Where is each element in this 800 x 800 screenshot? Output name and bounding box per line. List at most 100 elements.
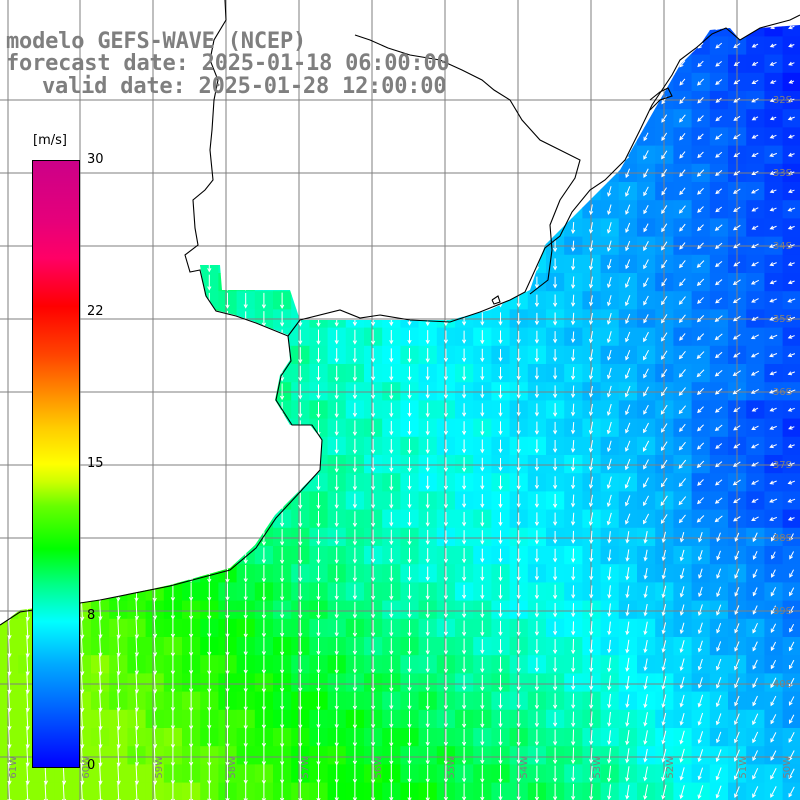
wind-arrow-icon: [607, 657, 612, 673]
wind-arrow-icon: [607, 186, 612, 197]
wind-arrow-icon: [316, 601, 321, 620]
wind-arrow-icon: [261, 582, 267, 602]
wind-arrow-icon: [461, 330, 467, 344]
wind-arrow-icon: [552, 566, 558, 581]
wind-arrow-icon: [750, 279, 760, 285]
wind-arrow-icon: [316, 655, 321, 674]
wind-arrow-icon: [534, 512, 540, 527]
wind-arrow-icon: [661, 748, 667, 763]
wind-arrow-icon: [116, 510, 121, 529]
wind-arrow-icon: [461, 221, 467, 235]
wind-arrow-icon: [25, 527, 30, 548]
wind-arrow-icon: [715, 749, 722, 763]
wind-arrow-icon: [170, 292, 176, 310]
wind-arrow-icon: [316, 366, 321, 382]
wind-arrow-icon: [607, 784, 612, 800]
wind-arrow-icon: [443, 511, 449, 527]
wind-arrow-icon: [570, 258, 576, 271]
wind-arrow-icon: [661, 314, 668, 324]
colorbar: [32, 160, 80, 768]
wind-arrow-icon: [79, 437, 85, 456]
wind-arrow-icon: [607, 730, 612, 745]
wind-arrow-icon: [643, 132, 649, 142]
wind-arrow-icon: [25, 327, 30, 347]
wind-arrow-icon: [516, 620, 521, 637]
wind-arrow-icon: [425, 457, 430, 472]
wind-arrow-icon: [679, 676, 685, 690]
wind-arrow-icon: [679, 586, 685, 598]
wind-arrow-icon: [98, 618, 103, 639]
wind-arrow-icon: [443, 566, 449, 582]
wind-arrow-icon: [134, 255, 139, 273]
wind-arrow-icon: [334, 148, 339, 162]
title-model: modelo GEFS-WAVE (NCEP): [6, 29, 307, 54]
wind-arrow-icon: [152, 709, 158, 730]
wind-arrow-icon: [589, 639, 594, 654]
wind-arrow-icon: [152, 456, 157, 474]
wind-arrow-icon: [606, 313, 612, 325]
wind-arrow-icon: [480, 674, 485, 692]
wind-arrow-icon: [716, 622, 722, 634]
wind-arrow-icon: [279, 692, 285, 711]
wind-arrow-icon: [97, 437, 103, 456]
wind-arrow-icon: [171, 2, 174, 17]
wind-arrow-icon: [317, 3, 320, 15]
colorbar-tick-8: 8: [87, 608, 96, 623]
wind-arrow-icon: [116, 256, 121, 273]
wind-arrow-icon: [461, 439, 467, 454]
wind-arrow-icon: [389, 257, 394, 272]
wind-arrow-icon: [334, 329, 339, 345]
wind-arrow-icon: [697, 25, 704, 31]
wind-arrow-icon: [498, 674, 503, 692]
wind-arrow-icon: [298, 384, 303, 400]
wind-arrow-icon: [134, 654, 139, 675]
lat-label: 36S: [773, 387, 792, 398]
wind-arrow-icon: [443, 457, 449, 472]
wind-arrow-icon: [25, 219, 30, 237]
wind-arrow-icon: [243, 673, 248, 693]
wind-arrow-icon: [643, 712, 648, 727]
wind-arrow-icon: [534, 747, 540, 764]
wind-arrow-icon: [425, 584, 430, 600]
wind-arrow-icon: [116, 201, 121, 219]
wind-arrow-icon: [370, 366, 376, 381]
wind-arrow-icon: [516, 366, 521, 381]
wind-arrow-icon: [188, 346, 194, 365]
wind-arrow-icon: [570, 312, 576, 326]
wind-arrow-icon: [498, 384, 503, 399]
wind-arrow-icon: [334, 601, 339, 619]
wind-arrow-icon: [116, 292, 121, 310]
wind-arrow-icon: [443, 746, 449, 765]
wind-arrow-icon: [607, 259, 612, 270]
lon-label: 61W: [8, 756, 19, 779]
wind-arrow-icon: [407, 184, 412, 199]
wind-arrow-icon: [389, 438, 394, 454]
wind-arrow-icon: [370, 656, 376, 674]
wind-arrow-icon: [407, 620, 412, 637]
wind-arrow-icon: [715, 79, 723, 85]
wind-arrow-icon: [425, 203, 430, 217]
wind-arrow-icon: [316, 25, 321, 35]
wind-arrow-icon: [316, 620, 321, 637]
lon-label: 60W: [81, 756, 92, 779]
wind-arrow-icon: [480, 203, 485, 216]
wind-arrow-icon: [279, 601, 285, 619]
wind-arrow-icon: [79, 400, 85, 420]
wind-arrow-icon: [334, 692, 339, 711]
wind-arrow-icon: [207, 600, 212, 620]
wind-arrow-icon: [516, 512, 521, 526]
wind-arrow-icon: [389, 148, 394, 163]
wind-arrow-icon: [606, 331, 612, 344]
wind-arrow-icon: [207, 347, 212, 364]
wind-arrow-icon: [498, 512, 503, 527]
wind-arrow-icon: [443, 674, 449, 692]
wind-arrow-icon: [316, 202, 321, 218]
wind-arrow-icon: [243, 347, 248, 364]
wind-arrow-icon: [660, 423, 668, 433]
wind-arrow-icon: [642, 440, 650, 452]
wind-arrow-icon: [571, 4, 574, 14]
wind-arrow-icon: [407, 384, 412, 400]
wind-arrow-icon: [643, 386, 649, 397]
wind-arrow-icon: [516, 729, 521, 747]
wind-arrow-icon: [697, 115, 704, 122]
